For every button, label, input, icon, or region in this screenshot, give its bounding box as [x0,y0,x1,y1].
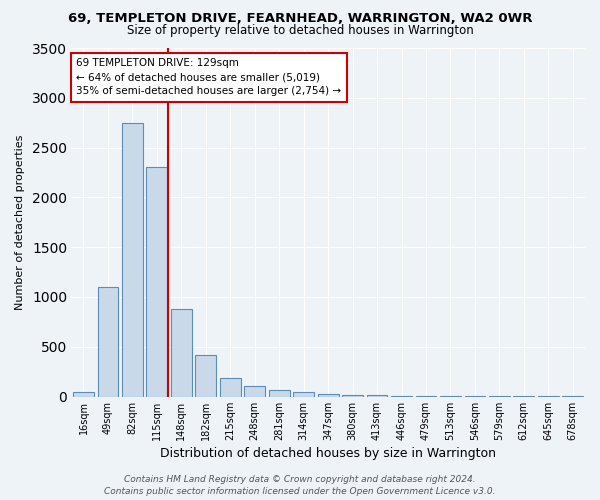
Text: 69, TEMPLETON DRIVE, FEARNHEAD, WARRINGTON, WA2 0WR: 69, TEMPLETON DRIVE, FEARNHEAD, WARRINGT… [68,12,532,26]
Bar [293,392,314,396]
Text: Size of property relative to detached houses in Warrington: Size of property relative to detached ho… [127,24,473,37]
Text: 69 TEMPLETON DRIVE: 129sqm
← 64% of detached houses are smaller (5,019)
35% of s: 69 TEMPLETON DRIVE: 129sqm ← 64% of deta… [76,58,341,96]
Bar [98,287,118,397]
Text: Contains HM Land Registry data © Crown copyright and database right 2024.
Contai: Contains HM Land Registry data © Crown c… [104,474,496,496]
Bar [220,378,241,396]
Bar [122,122,143,396]
Bar [318,394,338,396]
Bar [196,354,216,397]
Bar [244,386,265,396]
Y-axis label: Number of detached properties: Number of detached properties [15,134,25,310]
X-axis label: Distribution of detached houses by size in Warrington: Distribution of detached houses by size … [160,447,496,460]
Bar [146,168,167,396]
Bar [269,390,290,396]
Bar [73,392,94,396]
Bar [171,309,192,396]
Bar [342,394,363,396]
